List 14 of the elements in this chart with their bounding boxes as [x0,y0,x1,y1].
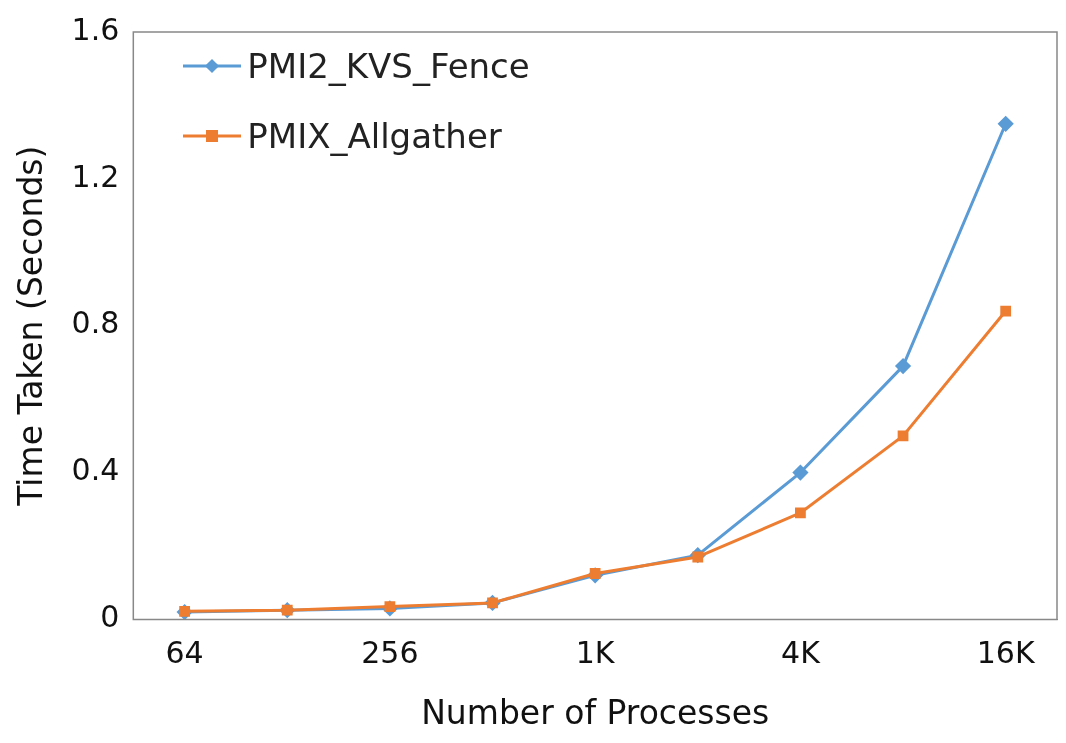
y-tick-label: 1.6 [71,11,120,47]
x-tick-label: 256 [361,635,419,671]
x-tick-label: 16K [976,635,1036,671]
y-tick-label: 0 [100,599,120,635]
x-tick-label: 64 [165,635,204,671]
x-tick-label: 4K [781,635,822,671]
x-tick-label: 1K [575,635,616,671]
y-tick-label: 1.2 [71,158,120,194]
x-axis-title: Number of Processes [421,692,770,732]
legend-label: PMIX_Allgather [247,116,502,156]
y-tick-label: 0.4 [71,452,120,488]
y-tick-label: 0.8 [71,305,120,341]
legend-label: PMI2_KVS_Fence [247,46,530,86]
y-axis-title: Time Taken (Seconds) [11,145,51,507]
